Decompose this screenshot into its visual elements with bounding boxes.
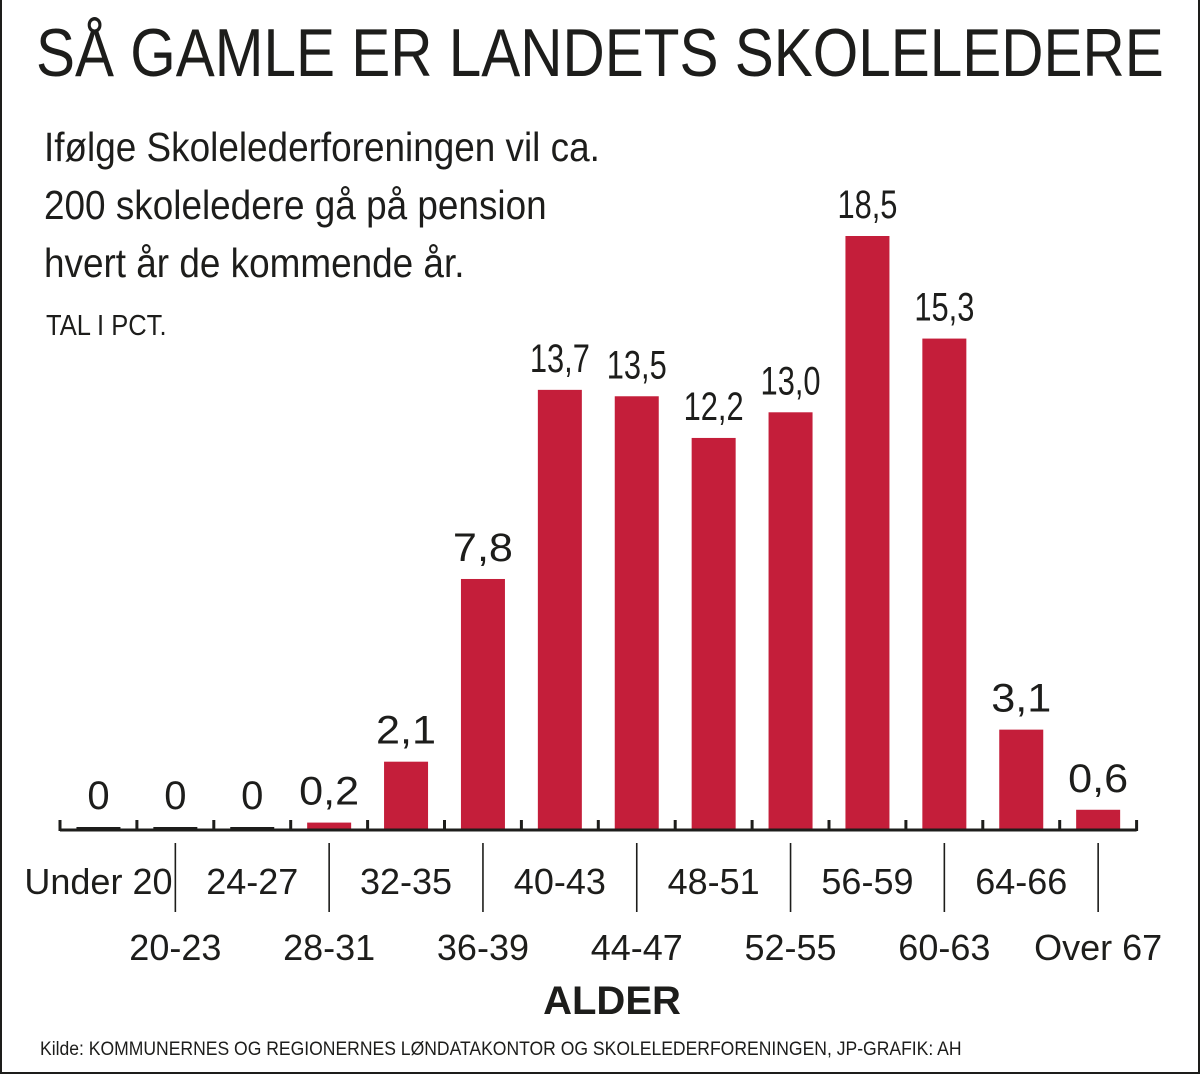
bar-chart: 0 0 0 0,2 2,1 7,8 13,7 13,5 12,2 13,0 18,5 15,3 3,1 0… <box>24 183 1162 1023</box>
data-label: 2,1 <box>376 709 436 753</box>
data-label: 7,8 <box>453 526 513 570</box>
x-tick-label: 48-51 <box>668 861 760 902</box>
source-note: Kilde: KOMMUNERNES OG REGIONERNES LØNDAT… <box>40 1038 962 1060</box>
x-tick-label: 28-31 <box>283 927 375 968</box>
bar <box>460 578 505 829</box>
chart-title: SÅ GAMLE ER LANDETS SKOLELEDERE <box>36 15 1164 91</box>
data-label: 3,1 <box>991 677 1051 721</box>
bar <box>768 412 813 829</box>
bar <box>76 827 121 829</box>
bar <box>153 827 198 829</box>
data-label: 13,0 <box>761 359 821 403</box>
bar <box>307 822 352 829</box>
bar <box>537 389 582 829</box>
x-tick-label: 20-23 <box>129 927 221 968</box>
x-tick-label: 24-27 <box>206 861 298 902</box>
x-tick-label: 44-47 <box>591 927 683 968</box>
x-tick-label: Under 20 <box>24 861 172 902</box>
bar <box>1076 809 1121 829</box>
x-axis-label: ALDER <box>543 979 681 1023</box>
data-label: 0 <box>87 774 109 818</box>
data-label: 0 <box>241 774 263 818</box>
bar <box>230 827 275 829</box>
x-tick-label: Over 67 <box>1034 927 1162 968</box>
data-label: 15,3 <box>914 286 974 330</box>
x-tick-label: 60-63 <box>898 927 990 968</box>
bar <box>614 396 659 829</box>
data-label: 13,5 <box>607 343 667 387</box>
chart-subtitle: Ifølge Skolelederforeningen vil ca. 200 … <box>44 124 600 286</box>
x-tick-label: 64-66 <box>975 861 1067 902</box>
bar <box>922 338 967 829</box>
bar <box>691 437 736 829</box>
x-tick-label: 36-39 <box>437 927 529 968</box>
bar <box>999 729 1044 829</box>
bar <box>384 761 429 829</box>
x-tick-label: 32-35 <box>360 861 452 902</box>
data-label: 13,7 <box>530 337 590 381</box>
x-tick-label: 52-55 <box>745 927 837 968</box>
data-label: 12,2 <box>684 385 744 429</box>
x-tick-label: 56-59 <box>821 861 913 902</box>
unit-label: TAL I PCT. <box>46 310 167 342</box>
data-label: 0 <box>164 774 186 818</box>
bar <box>845 236 890 829</box>
data-label: 0,6 <box>1068 757 1128 801</box>
data-label: 18,5 <box>837 183 897 227</box>
x-tick-label: 40-43 <box>514 861 606 902</box>
data-label: 0,2 <box>299 770 359 814</box>
